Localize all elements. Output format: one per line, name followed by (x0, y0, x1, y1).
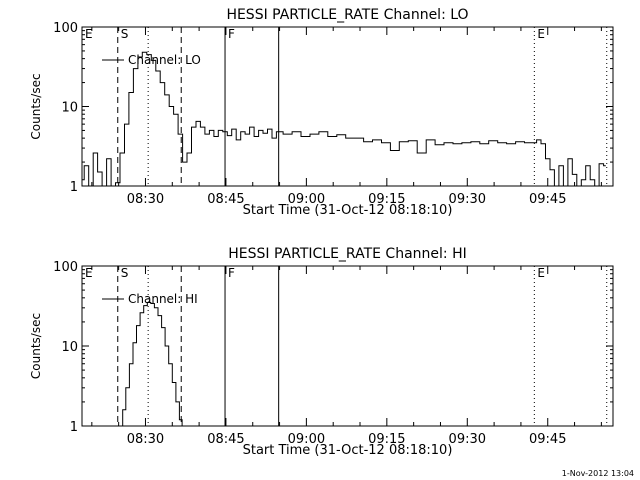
x-tick-label: 08:30 (127, 192, 164, 207)
chart-title: HESSI PARTICLE_RATE Channel: LO (226, 7, 468, 23)
x-tick-label: 09:45 (529, 192, 566, 207)
x-axis-label: Start Time (31-Oct-12 08:18:10) (243, 443, 453, 458)
x-tick-label: 09:15 (368, 192, 405, 207)
chart-panel-hi: HESSI PARTICLE_RATE Channel: HI Counts/se… (29, 246, 614, 458)
x-tick-label: 08:45 (207, 432, 244, 447)
x-tick-label: 08:45 (207, 192, 244, 207)
legend-label: Channel: LO (128, 53, 201, 67)
y-tick-label: 1 (70, 180, 78, 195)
series-line (82, 51, 606, 187)
x-tick-label: 08:30 (127, 432, 164, 447)
date-stamp: 1-Nov-2012 13:04 (561, 469, 634, 478)
event-marker-label: S (121, 266, 129, 280)
x-tick-label: 09:30 (449, 192, 486, 207)
x-axis-label: Start Time (31-Oct-12 08:18:10) (243, 203, 453, 218)
event-marker-label: E (537, 27, 545, 41)
y-tick-label: 10 (61, 101, 78, 116)
event-marker-label: S (121, 27, 129, 41)
y-tick-label: 1 (70, 420, 78, 435)
y-tick-label: 10 (61, 340, 78, 355)
chart-panel-lo: HESSI PARTICLE_RATE Channel: LO Counts/se… (29, 7, 614, 218)
event-marker-label: F (228, 27, 235, 41)
x-tick-label: 09:00 (288, 192, 325, 207)
x-tick-label: 09:15 (368, 432, 405, 447)
x-tick-label: 09:00 (288, 432, 325, 447)
event-marker-label: E (85, 27, 93, 41)
event-marker-label: E (85, 266, 93, 280)
y-axis-label: Counts/sec (29, 73, 43, 139)
plot-frame (81, 265, 614, 427)
plot-frame (81, 26, 614, 187)
y-tick-label: 100 (53, 260, 78, 275)
legend-label: Channel: HI (128, 292, 198, 306)
chart-title: HESSI PARTICLE_RATE Channel: HI (228, 246, 466, 262)
event-marker-label: F (228, 266, 235, 280)
event-marker-label: E (537, 266, 545, 280)
x-tick-label: 09:45 (529, 432, 566, 447)
y-axis-label: Counts/sec (29, 313, 43, 379)
x-tick-label: 09:30 (449, 432, 486, 447)
series-line (121, 302, 183, 427)
y-tick-label: 100 (53, 21, 78, 36)
